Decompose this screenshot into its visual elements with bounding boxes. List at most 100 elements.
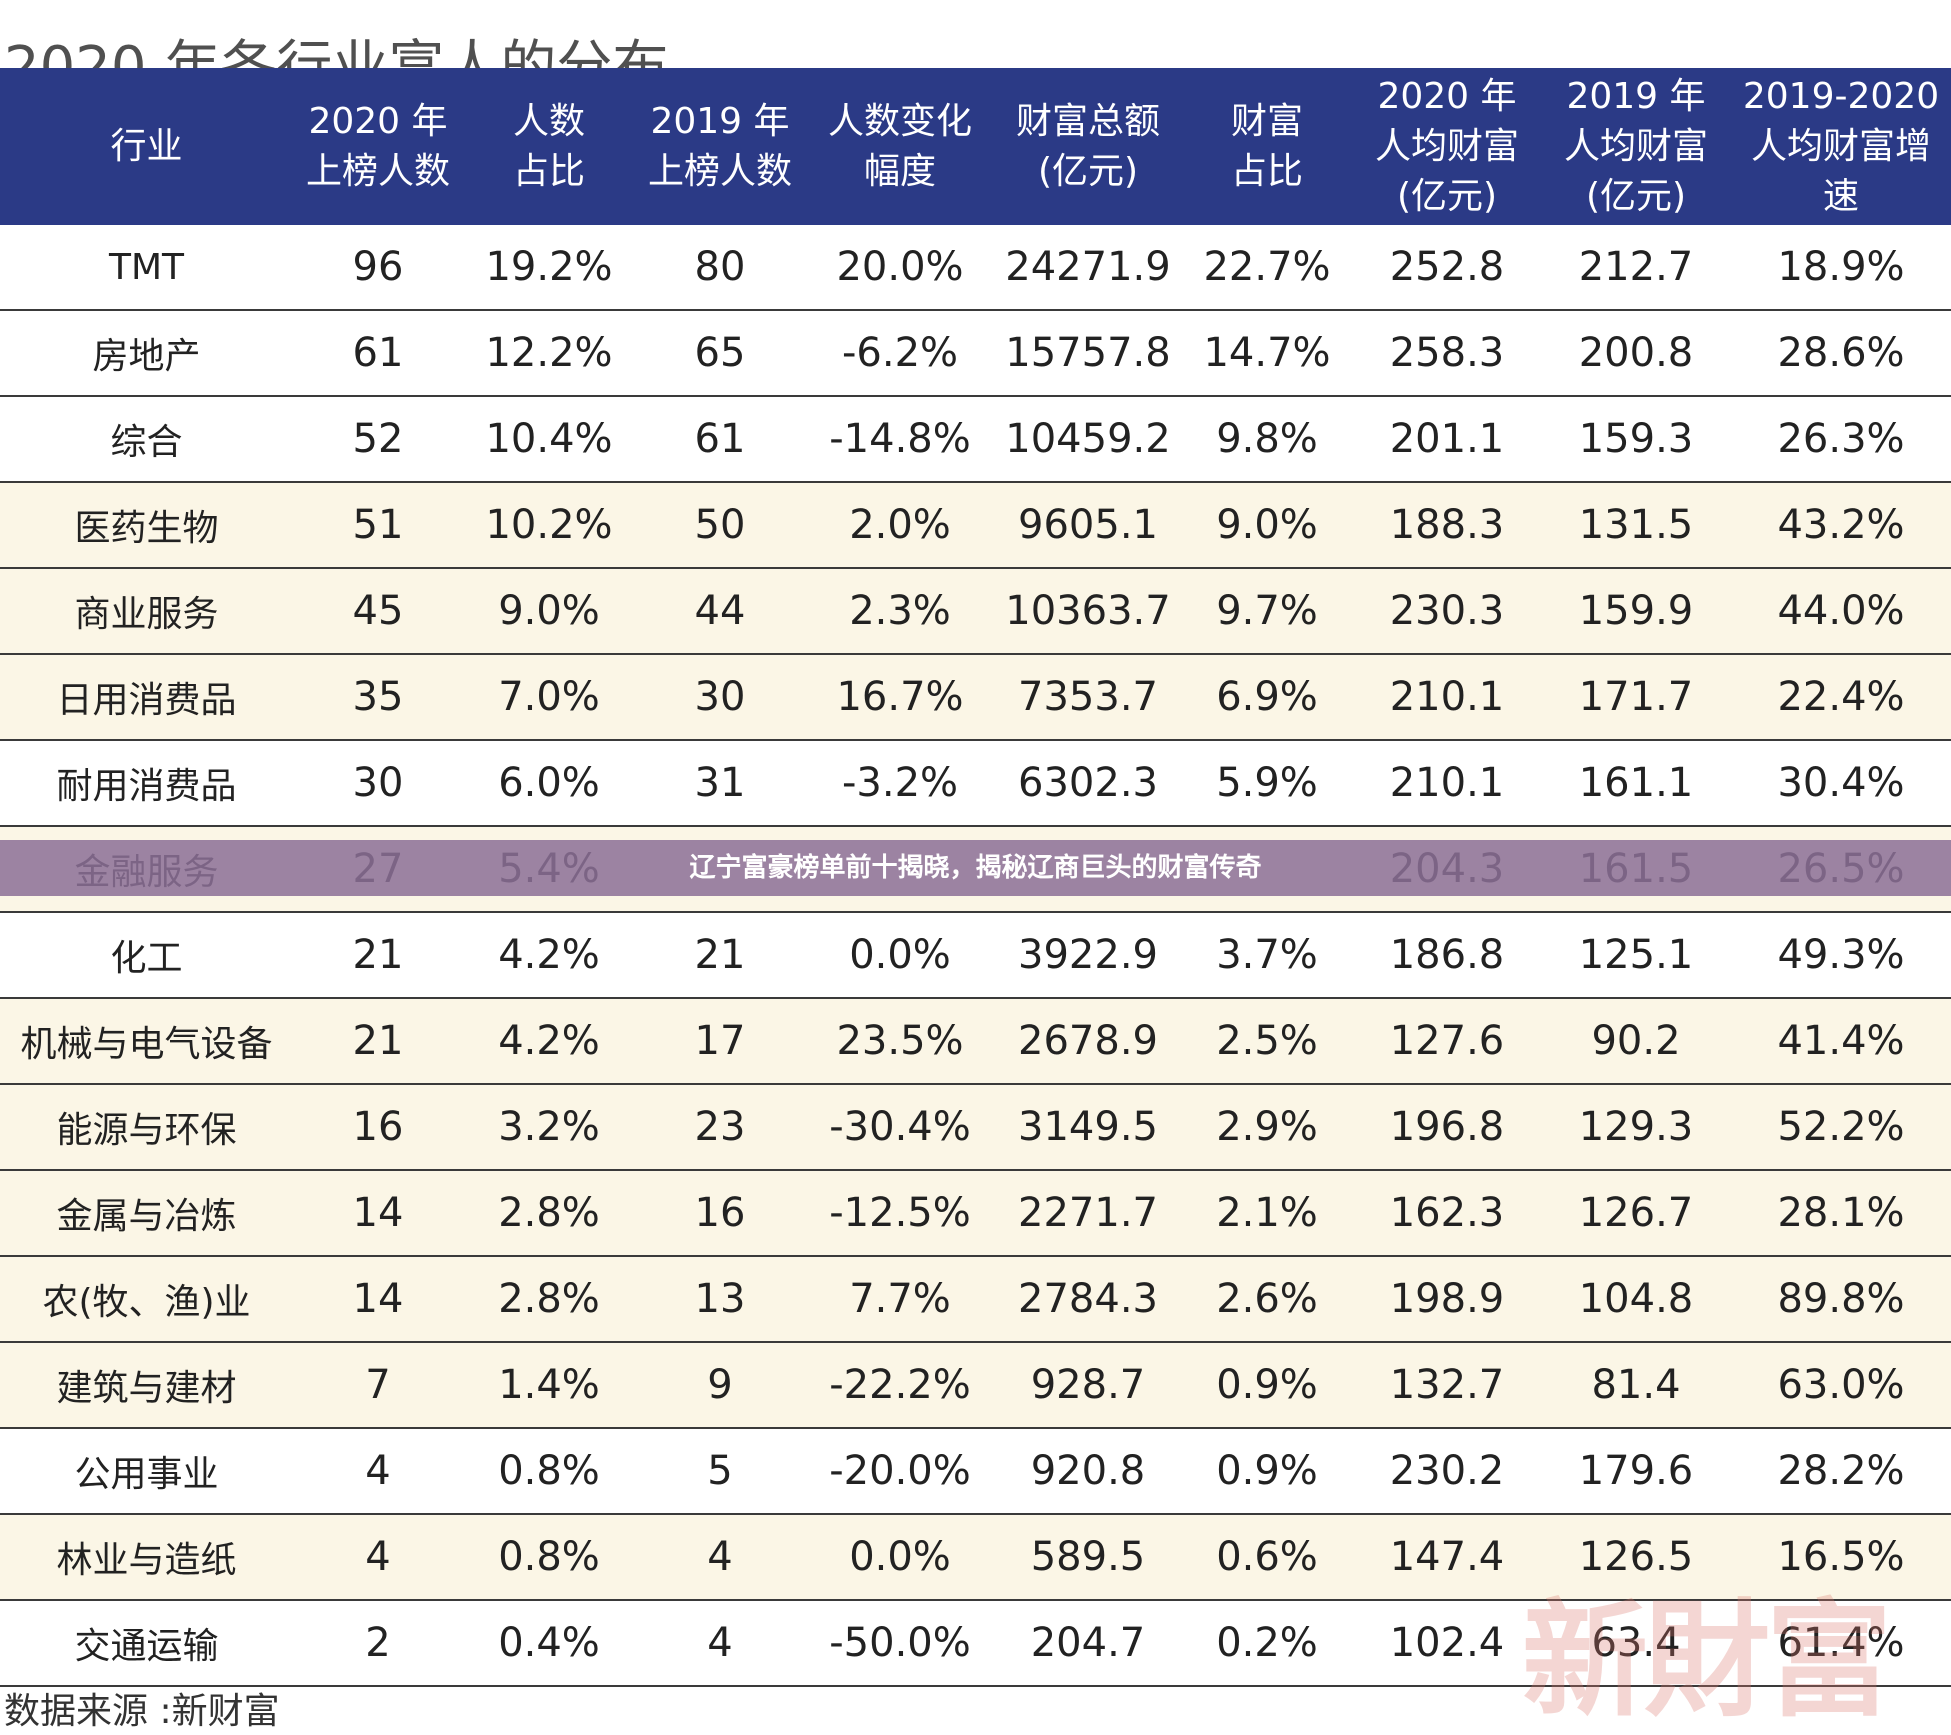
data-cell: 0.6%	[1181, 1514, 1353, 1601]
data-cell: 15757.8	[995, 310, 1181, 397]
data-cell: 80	[635, 225, 805, 311]
data-cell: 10459.2	[995, 396, 1181, 483]
column-header: 行业	[0, 68, 293, 225]
data-cell: 12.2%	[463, 310, 635, 397]
industry-cell: 综合	[0, 396, 293, 483]
column-header-line: 人均财富增	[1750, 125, 1931, 167]
data-cell: 96	[293, 225, 463, 311]
data-cell: 63.0%	[1731, 1342, 1951, 1429]
data-cell: 24271.9	[995, 225, 1181, 311]
data-cell: 2.9%	[1181, 1084, 1353, 1171]
data-cell: 4.2%	[463, 998, 635, 1085]
table-row: 商业服务 45 9.0% 44 2.3% 10363.7 9.7% 230.3 159.9 44.…	[0, 568, 1951, 655]
caption-overlay-text: 辽宁富豪榜单前十揭晓，揭秘辽商巨头的财富传奇	[689, 853, 1262, 883]
data-cell: 52	[293, 396, 463, 483]
data-cell: 7	[293, 1342, 463, 1429]
industry-cell: 建筑与建材	[0, 1342, 293, 1429]
data-cell: 49.3%	[1731, 912, 1951, 999]
column-header: 2020 年人均财富 (亿元)	[1353, 68, 1541, 225]
data-cell: 161.1	[1541, 740, 1731, 827]
data-cell: 1.4%	[463, 1342, 635, 1429]
industry-cell: 林业与造纸	[0, 1514, 293, 1601]
data-cell: 9.7%	[1181, 568, 1353, 655]
data-cell: 10363.7	[995, 568, 1181, 655]
data-cell: 65	[635, 310, 805, 397]
data-cell: 2.8%	[463, 1256, 635, 1343]
table-row: 金属与冶炼 14 2.8% 16 -12.5% 2271.7 2.1% 162.3 126.7 2…	[0, 1170, 1951, 1257]
industry-cell: 医药生物	[0, 482, 293, 569]
table-row: 能源与环保 16 3.2% 23 -30.4% 3149.5 2.9% 196.8 129.3 5…	[0, 1084, 1951, 1171]
industry-cell: 化工	[0, 912, 293, 999]
data-cell: 18.9%	[1731, 225, 1951, 311]
data-cell: 252.8	[1353, 225, 1541, 311]
data-cell: 9.8%	[1181, 396, 1353, 483]
data-cell: 6.9%	[1181, 654, 1353, 741]
data-cell: 22.4%	[1731, 654, 1951, 741]
data-cell: 30	[635, 654, 805, 741]
data-cell: 61	[635, 396, 805, 483]
data-cell: 210.1	[1353, 654, 1541, 741]
data-cell: 159.9	[1541, 568, 1731, 655]
data-cell: 4	[635, 1514, 805, 1601]
table-row: 综合 52 10.4% 61 -14.8% 10459.2 9.8% 201.1 159.3 26…	[0, 396, 1951, 483]
table-row: 机械与电气设备 21 4.2% 17 23.5% 2678.9 2.5% 127.6 90.2 4…	[0, 998, 1951, 1085]
data-cell: -6.2%	[805, 310, 995, 397]
table-row: 化工 21 4.2% 21 0.0% 3922.9 3.7% 186.8 125.1 49.3%	[0, 912, 1951, 999]
column-header: 2019-2020 人均财富增速	[1731, 68, 1951, 225]
data-cell: 9.0%	[1181, 482, 1353, 569]
data-cell: 186.8	[1353, 912, 1541, 999]
industry-cell: 交通运输	[0, 1600, 293, 1687]
industry-cell: TMT	[0, 225, 293, 311]
data-cell: 20.0%	[805, 225, 995, 311]
wealth-table: 行业 2020 年上榜人数 人数 占比 2019 年上榜人数 人数变化 幅度 财富总额 (亿元)…	[0, 68, 1951, 1687]
data-cell: 23.5%	[805, 998, 995, 1085]
data-cell: 230.2	[1353, 1428, 1541, 1515]
column-header-line: 占比	[1230, 150, 1303, 192]
column-header: 2019 年人均财富 (亿元)	[1541, 68, 1731, 225]
data-cell: 147.4	[1353, 1514, 1541, 1601]
column-header-line: 2020 年	[1377, 75, 1517, 117]
column-header-line: 2019-2020	[1742, 75, 1940, 117]
data-cell: 3.2%	[463, 1084, 635, 1171]
data-cell: 31	[635, 740, 805, 827]
column-header-line: 上榜人数	[305, 150, 450, 192]
data-cell: 9	[635, 1342, 805, 1429]
data-cell: 0.4%	[463, 1600, 635, 1687]
data-cell: 258.3	[1353, 310, 1541, 397]
data-cell: -22.2%	[805, 1342, 995, 1429]
column-header: 财富 占比	[1181, 68, 1353, 225]
column-header-line: 上榜人数	[647, 150, 792, 192]
data-cell: 44.0%	[1731, 568, 1951, 655]
data-cell: 104.8	[1541, 1256, 1731, 1343]
industry-cell: 日用消费品	[0, 654, 293, 741]
column-header-line: 2019 年	[1566, 75, 1706, 117]
data-cell: 52.2%	[1731, 1084, 1951, 1171]
column-header-line: (亿元)	[1037, 150, 1139, 192]
data-cell: 30.4%	[1731, 740, 1951, 827]
column-header-line: 行业	[110, 125, 183, 167]
table-row: 林业与造纸 4 0.8% 4 0.0% 589.5 0.6% 147.4 126.5 16.5%	[0, 1514, 1951, 1601]
data-cell: 125.1	[1541, 912, 1731, 999]
data-cell: 17	[635, 998, 805, 1085]
data-cell: 212.7	[1541, 225, 1731, 311]
data-cell: 2.0%	[805, 482, 995, 569]
data-cell: 2.3%	[805, 568, 995, 655]
column-header-line: 2019 年	[650, 100, 790, 142]
data-cell: 129.3	[1541, 1084, 1731, 1171]
data-cell: -20.0%	[805, 1428, 995, 1515]
industry-cell: 金属与冶炼	[0, 1170, 293, 1257]
industry-cell: 商业服务	[0, 568, 293, 655]
industry-cell: 耐用消费品	[0, 740, 293, 827]
data-cell: 3922.9	[995, 912, 1181, 999]
column-header-line: 人均财富	[1563, 125, 1708, 167]
table-row: TMT 96 19.2% 80 20.0% 24271.9 22.7% 252.8 212.7 1…	[0, 225, 1951, 311]
data-cell: 51	[293, 482, 463, 569]
data-cell: 63.4	[1541, 1600, 1731, 1687]
data-cell: 81.4	[1541, 1342, 1731, 1429]
data-cell: 162.3	[1353, 1170, 1541, 1257]
data-cell: 102.4	[1353, 1600, 1541, 1687]
data-cell: -12.5%	[805, 1170, 995, 1257]
data-cell: 3149.5	[995, 1084, 1181, 1171]
data-cell: 4	[635, 1600, 805, 1687]
